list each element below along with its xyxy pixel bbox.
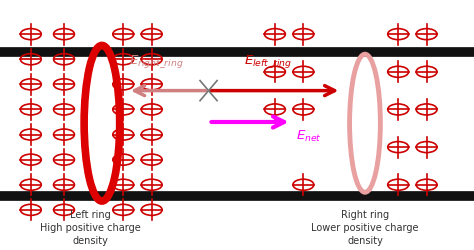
Text: $E_{net}$: $E_{net}$ bbox=[296, 129, 322, 144]
Text: Right ring
Lower positive charge
density: Right ring Lower positive charge density bbox=[311, 209, 419, 245]
Text: Left ring
High positive charge
density: Left ring High positive charge density bbox=[40, 209, 140, 245]
Text: $E_{left\_ring}$: $E_{left\_ring}$ bbox=[244, 53, 292, 70]
Text: $E_{right\_ring}$: $E_{right\_ring}$ bbox=[129, 53, 184, 70]
